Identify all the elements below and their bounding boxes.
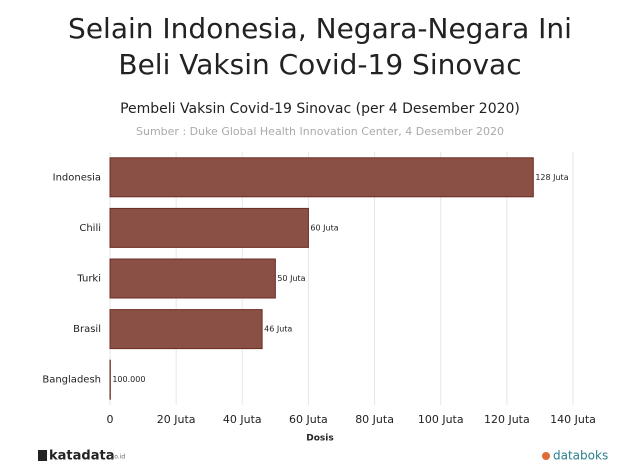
brand-left: katadata xyxy=(49,449,114,464)
value-label: 100.000 xyxy=(112,375,145,384)
x-tick-label: 100 Juta xyxy=(418,413,464,426)
brand-right: databoks xyxy=(553,449,608,463)
x-axis-label: Dosis xyxy=(306,434,333,444)
x-tick-label: 140 Juta xyxy=(550,413,596,426)
logo-icon xyxy=(542,452,550,460)
x-tick-label: 60 Juta xyxy=(289,413,328,426)
x-tick-label: 20 Juta xyxy=(157,413,196,426)
y-tick-label: Brasil xyxy=(73,324,101,335)
bar xyxy=(109,157,534,198)
chart-source: Sumber : Duke Global Health Innovation C… xyxy=(136,125,504,138)
y-tick-label: Turki xyxy=(76,274,101,285)
x-tick-label: 40 Juta xyxy=(223,413,262,426)
x-tick-label: 0 xyxy=(107,413,114,426)
y-tick-label: Bangladesh xyxy=(42,375,101,386)
value-label: 50 Juta xyxy=(277,274,305,283)
y-tick-label: Chili xyxy=(79,223,101,234)
value-label: 46 Juta xyxy=(264,325,292,334)
chart-title: Beli Vaksin Covid-19 Sinovac xyxy=(118,48,521,81)
x-tick-label: 80 Juta xyxy=(355,413,394,426)
chart-title: Selain Indonesia, Negara-Negara Ini xyxy=(68,12,572,45)
brand-left-suffix: .co.id xyxy=(109,454,125,461)
logo-icon xyxy=(38,450,47,461)
chart-subtitle: Pembeli Vaksin Covid-19 Sinovac (per 4 D… xyxy=(120,101,520,117)
value-label: 128 Juta xyxy=(535,173,568,182)
bar xyxy=(109,309,263,350)
x-tick-label: 120 Juta xyxy=(484,413,530,426)
value-label: 60 Juta xyxy=(310,223,338,232)
y-tick-label: Indonesia xyxy=(53,172,101,183)
bar xyxy=(109,258,276,299)
bar xyxy=(109,207,309,248)
